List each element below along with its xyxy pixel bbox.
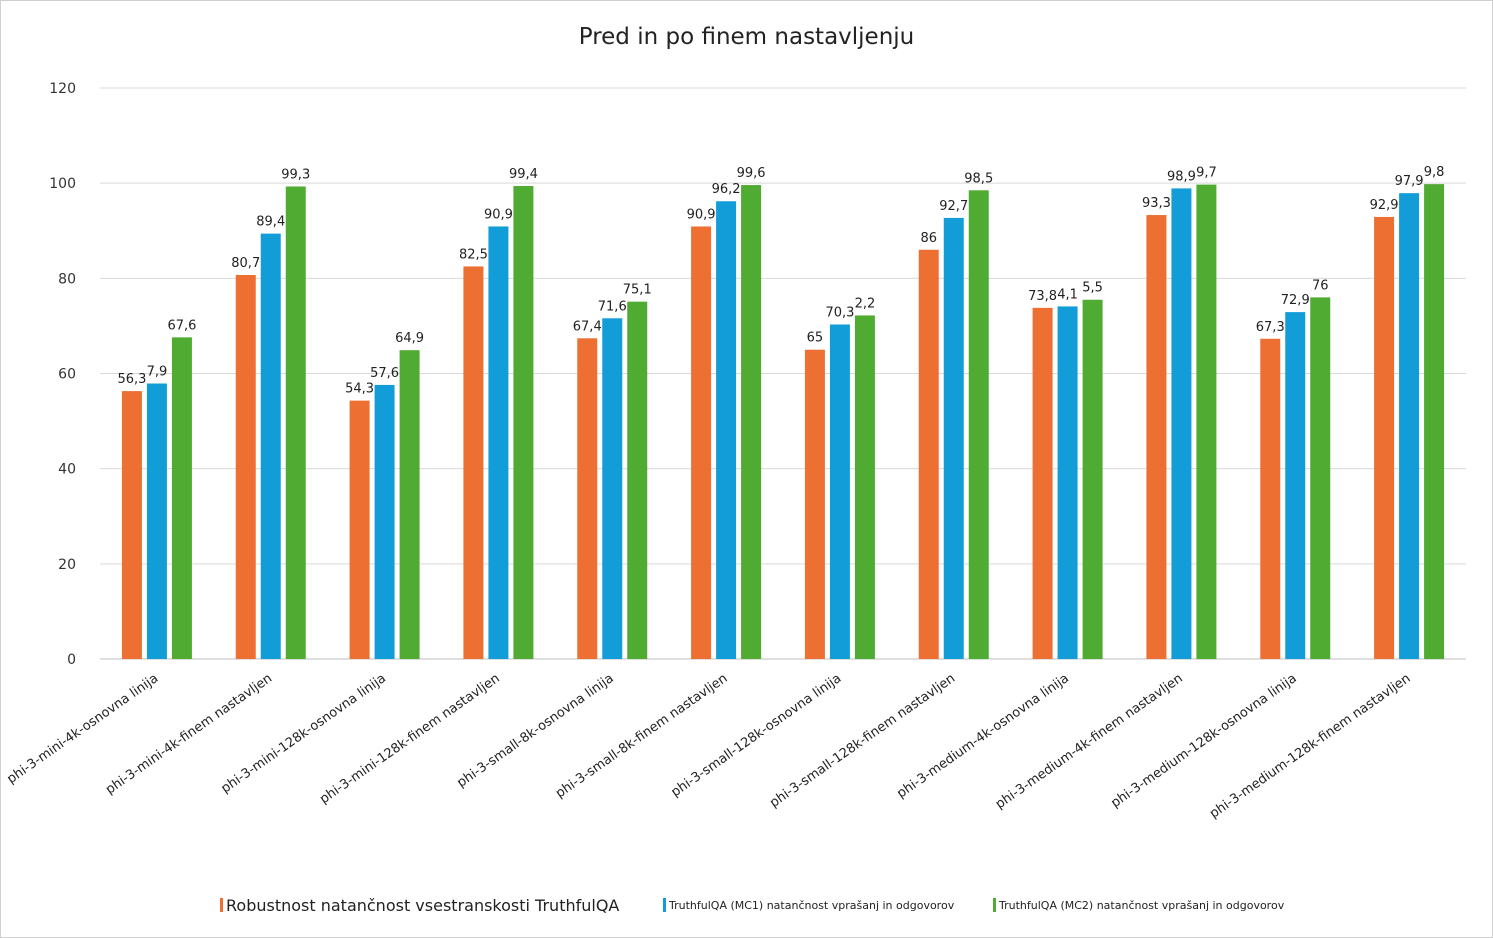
chart-title: Pred in po finem nastavljenju xyxy=(578,24,915,50)
data-label-1-2: 80,7 xyxy=(231,256,260,271)
bar-2-1 xyxy=(146,383,167,659)
x-tick-label: phi-3-medium-128k-osnovna linija xyxy=(1108,671,1299,811)
bar-1-1 xyxy=(121,391,142,659)
bar-2-3 xyxy=(374,384,395,659)
data-label-3-11: 76 xyxy=(1312,278,1329,293)
legend-label-series-3: TruthfulQA (MC2) natančnost vprašanj in … xyxy=(999,898,1285,912)
bar-3-3 xyxy=(399,350,420,659)
legend-swatch-series-3 xyxy=(993,898,996,912)
data-label-1-7: 65 xyxy=(807,331,824,346)
x-tick-label: phi-3-mini-128k-finem nastavljen xyxy=(317,671,503,807)
bar-3-12 xyxy=(1424,184,1445,659)
legend-item-series-2: TruthfulQA (MC1) natančnost vprašanj in … xyxy=(663,893,954,917)
y-tick-label: 0 xyxy=(67,652,76,668)
bar-2-11 xyxy=(1285,312,1306,659)
bar-1-9 xyxy=(1032,307,1053,659)
bar-1-8 xyxy=(918,249,939,660)
data-label-1-3: 54,3 xyxy=(345,382,374,397)
data-label-2-9: 4,1 xyxy=(1057,287,1078,302)
bar-2-12 xyxy=(1399,193,1420,659)
data-label-3-7: 2,2 xyxy=(855,296,876,311)
data-label-2-11: 72,9 xyxy=(1281,293,1310,308)
data-label-2-4: 90,9 xyxy=(484,207,513,222)
data-label-3-2: 99,3 xyxy=(281,167,310,182)
data-label-1-12: 92,9 xyxy=(1370,198,1399,213)
bar-1-10 xyxy=(1146,215,1167,660)
bar-1-12 xyxy=(1374,216,1395,659)
data-label-1-10: 93,3 xyxy=(1142,196,1171,211)
legend-label-series-1: Robustnost natančnost vsestranskosti Tru… xyxy=(226,895,620,915)
data-label-2-8: 92,7 xyxy=(939,199,968,214)
legend-item-series-3: TruthfulQA (MC2) natančnost vprašanj in … xyxy=(993,893,1284,917)
legend-swatch-series-1 xyxy=(220,898,223,912)
bar-2-10 xyxy=(1171,188,1192,660)
data-label-2-10: 98,9 xyxy=(1167,169,1196,184)
bar-1-4 xyxy=(463,266,484,659)
bar-1-11 xyxy=(1260,338,1281,659)
bar-3-9 xyxy=(1082,299,1103,659)
bar-3-4 xyxy=(513,186,534,659)
bar-2-5 xyxy=(602,318,623,659)
data-label-2-7: 70,3 xyxy=(825,305,854,320)
bar-1-6 xyxy=(691,226,712,659)
data-label-1-5: 67,4 xyxy=(573,319,602,334)
y-tick-label: 20 xyxy=(58,557,76,573)
data-label-3-1: 67,6 xyxy=(167,318,196,333)
data-label-3-8: 98,5 xyxy=(964,171,993,186)
y-tick-label: 100 xyxy=(49,176,76,192)
bar-3-8 xyxy=(968,190,989,659)
data-label-3-9: 5,5 xyxy=(1082,281,1103,296)
x-tick-label: phi-3-small-128k-finem nastavljen xyxy=(767,671,958,811)
y-tick-label: 120 xyxy=(49,81,76,97)
bar-3-7 xyxy=(854,315,875,659)
y-tick-label: 60 xyxy=(58,367,76,383)
bar-1-7 xyxy=(804,349,825,659)
bar-1-2 xyxy=(235,275,256,659)
data-label-2-6: 96,2 xyxy=(712,182,741,197)
data-label-2-5: 71,6 xyxy=(598,299,627,314)
y-tick-label: 80 xyxy=(58,271,76,287)
data-label-1-4: 82,5 xyxy=(459,247,488,262)
bar-3-6 xyxy=(741,185,762,659)
legend-swatch-series-2 xyxy=(663,898,666,912)
data-label-3-6: 99,6 xyxy=(737,166,766,181)
bar-3-11 xyxy=(1310,297,1331,659)
bar-2-7 xyxy=(829,324,850,659)
data-label-1-11: 67,3 xyxy=(1256,320,1285,335)
data-label-1-6: 90,9 xyxy=(687,207,716,222)
bar-3-1 xyxy=(171,337,192,659)
data-label-3-10: 9,7 xyxy=(1196,166,1217,181)
legend-item-series-1: Robustnost natančnost vsestranskosti Tru… xyxy=(220,893,619,917)
bar-3-5 xyxy=(627,301,648,659)
data-label-3-5: 75,1 xyxy=(623,283,652,298)
data-label-3-3: 64,9 xyxy=(395,331,424,346)
x-tick-label: phi-3-medium-4k-finem nastavljen xyxy=(993,671,1186,812)
bar-2-4 xyxy=(488,226,509,659)
bar-1-5 xyxy=(577,338,598,659)
x-tick-label: phi-3-medium-128k-finem nastavljen xyxy=(1207,671,1413,822)
data-label-1-9: 73,8 xyxy=(1028,289,1057,304)
data-label-2-2: 89,4 xyxy=(256,215,285,230)
bar-2-8 xyxy=(943,217,964,659)
data-label-2-1: 7,9 xyxy=(147,364,168,379)
bar-2-9 xyxy=(1057,306,1078,659)
data-label-3-12: 9,8 xyxy=(1424,165,1445,180)
data-label-2-12: 97,9 xyxy=(1395,174,1424,189)
bar-2-6 xyxy=(716,201,737,659)
data-label-1-8: 86 xyxy=(920,231,937,246)
bar-3-2 xyxy=(285,186,306,659)
legend-label-series-2: TruthfulQA (MC1) natančnost vprašanj in … xyxy=(669,898,955,912)
y-tick-label: 40 xyxy=(58,462,76,478)
bar-2-2 xyxy=(260,233,281,660)
data-label-3-4: 99,4 xyxy=(509,167,538,182)
data-label-1-1: 56,3 xyxy=(117,372,146,387)
data-label-2-3: 57,6 xyxy=(370,366,399,381)
bar-1-3 xyxy=(349,400,370,659)
bar-3-10 xyxy=(1196,184,1217,659)
